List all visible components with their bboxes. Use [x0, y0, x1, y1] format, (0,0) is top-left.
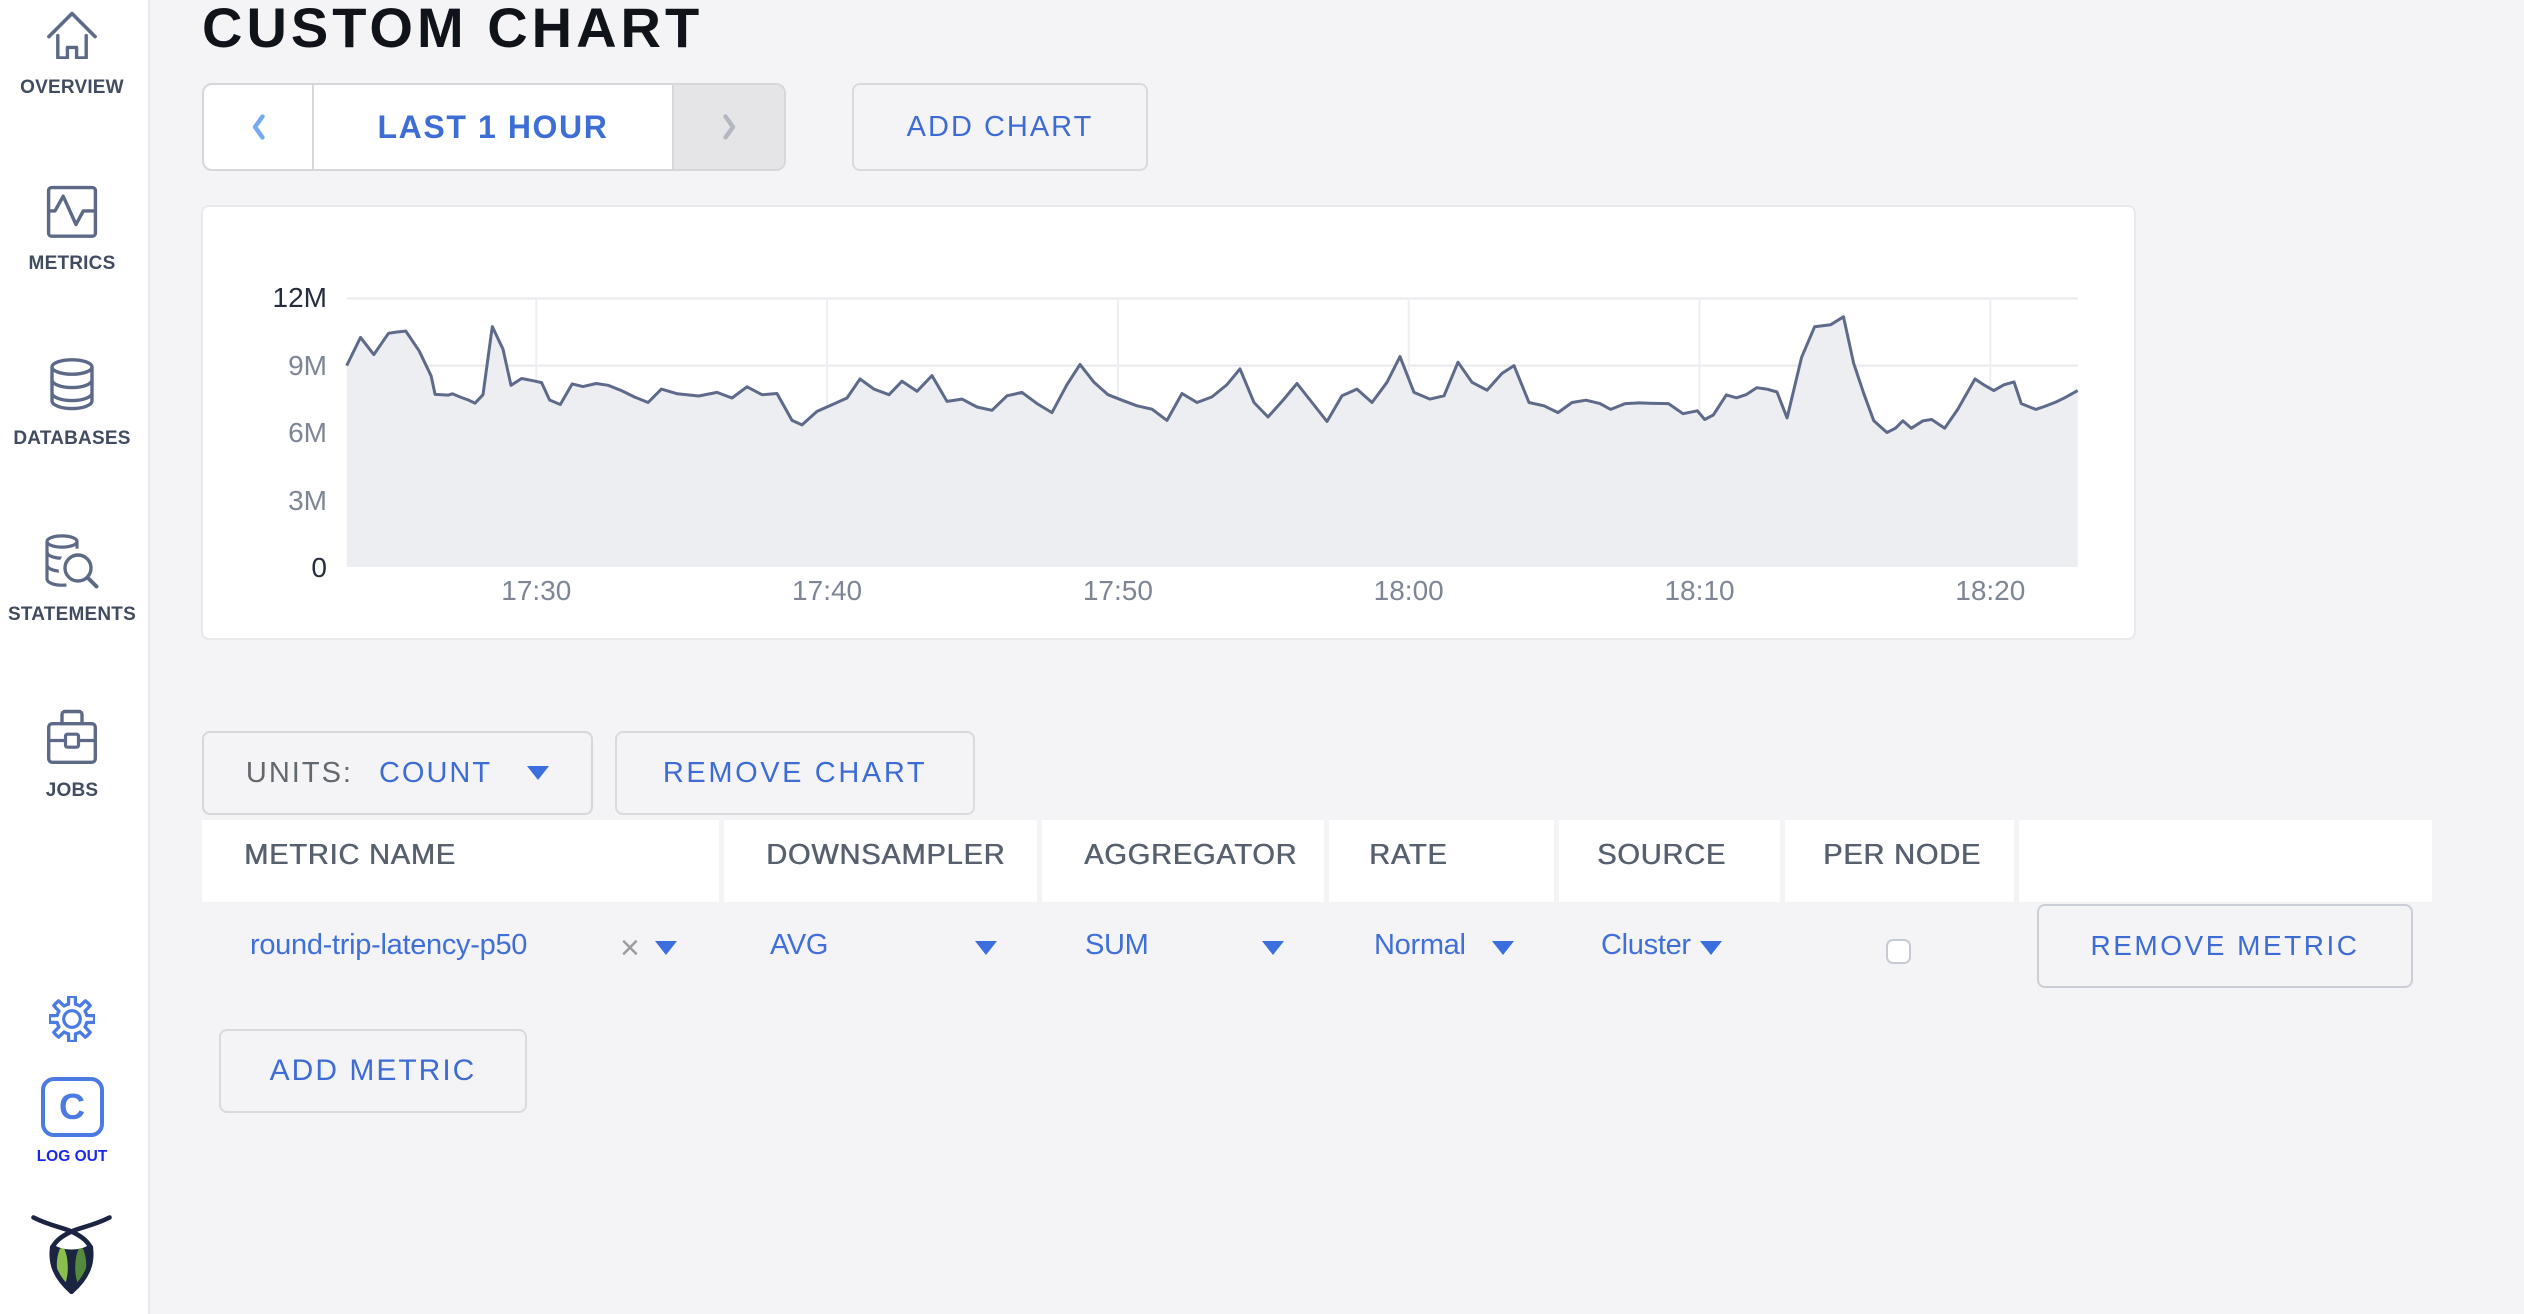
svg-text:18:10: 18:10: [1664, 575, 1734, 606]
svg-text:6M: 6M: [288, 417, 327, 448]
svg-text:9M: 9M: [288, 350, 327, 381]
svg-text:0: 0: [311, 552, 327, 583]
svg-text:17:40: 17:40: [792, 575, 862, 606]
svg-text:17:30: 17:30: [501, 575, 571, 606]
svg-text:18:20: 18:20: [1955, 575, 2025, 606]
svg-text:12M: 12M: [273, 282, 327, 313]
svg-text:3M: 3M: [288, 485, 327, 516]
svg-text:17:50: 17:50: [1083, 575, 1153, 606]
svg-text:18:00: 18:00: [1374, 575, 1444, 606]
